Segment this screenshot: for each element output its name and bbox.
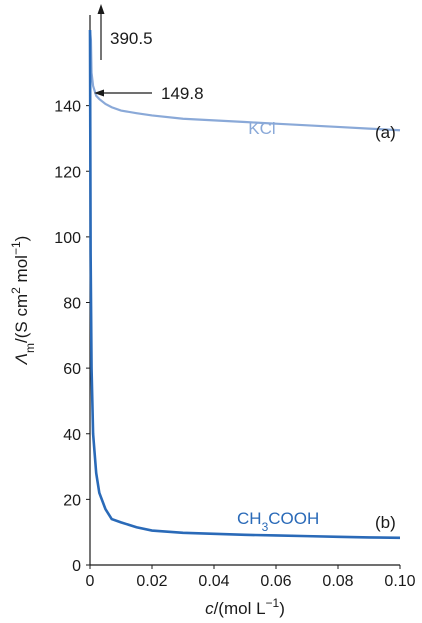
y-axis-title: Λm/(S cm2 mol−1) bbox=[9, 236, 37, 366]
ch3cooh-series-tag: (b) bbox=[375, 513, 396, 532]
ch3cooh-series-label: CH3COOH bbox=[237, 509, 319, 534]
x-ticks: 0 0.02 0.04 0.06 0.08 0.10 bbox=[86, 565, 416, 590]
y-axis-title-unit2: mol bbox=[12, 255, 31, 287]
x-axis-title-sup: −1 bbox=[266, 596, 280, 610]
y-tick-label: 60 bbox=[63, 361, 81, 378]
ch3cooh-label-sub: 3 bbox=[262, 520, 269, 534]
kcl-series-line bbox=[88, 29, 401, 132]
x-tick-label: 0 bbox=[86, 573, 95, 590]
x-axis-title: c/(mol L−1) bbox=[205, 596, 285, 618]
ch3cooh-label-part-a: CH bbox=[237, 509, 262, 528]
y-tick-label: 80 bbox=[63, 296, 81, 313]
annotation-390-label: 390.5 bbox=[110, 29, 153, 48]
y-tick-label: 140 bbox=[54, 99, 81, 116]
kcl-series-label: KCl bbox=[248, 119, 275, 138]
annotation-149-label: 149.8 bbox=[161, 84, 204, 103]
x-axis-title-close: ) bbox=[279, 599, 285, 618]
x-axis-title-unit: /(mol L bbox=[214, 599, 266, 618]
x-tick-label: 0.02 bbox=[136, 573, 167, 590]
y-tick-label: 40 bbox=[63, 427, 81, 444]
y-tick-label: 100 bbox=[54, 230, 81, 247]
y-tick-label: 20 bbox=[63, 492, 81, 509]
y-axis-title-sub: m bbox=[23, 343, 37, 353]
x-tick-label: 0.04 bbox=[198, 573, 229, 590]
y-axis-title-sup1: 2 bbox=[9, 287, 23, 294]
y-tick-label: 120 bbox=[54, 164, 81, 181]
ch3cooh-series-line bbox=[88, 29, 401, 540]
x-tick-label: 0.08 bbox=[322, 573, 353, 590]
x-tick-label: 0.06 bbox=[260, 573, 291, 590]
ch3cooh-label-part-b: COOH bbox=[268, 509, 319, 528]
x-axis-title-symbol: c bbox=[205, 599, 214, 618]
limiting-value-arrow-head bbox=[94, 89, 104, 97]
y-axis-title-symbol: Λ bbox=[12, 353, 31, 365]
y-tick-label: 0 bbox=[72, 558, 81, 575]
y-axis-title-sup2: −1 bbox=[9, 241, 23, 255]
y-axis-title-close: ) bbox=[12, 236, 31, 242]
y-axis-title-unit: /(S cm bbox=[12, 294, 31, 343]
y-ticks: 0 20 40 60 80 100 120 140 bbox=[54, 99, 90, 575]
off-scale-arrow-head bbox=[97, 4, 105, 14]
x-tick-label: 0.10 bbox=[384, 573, 415, 590]
kcl-series-tag: (a) bbox=[375, 123, 396, 142]
